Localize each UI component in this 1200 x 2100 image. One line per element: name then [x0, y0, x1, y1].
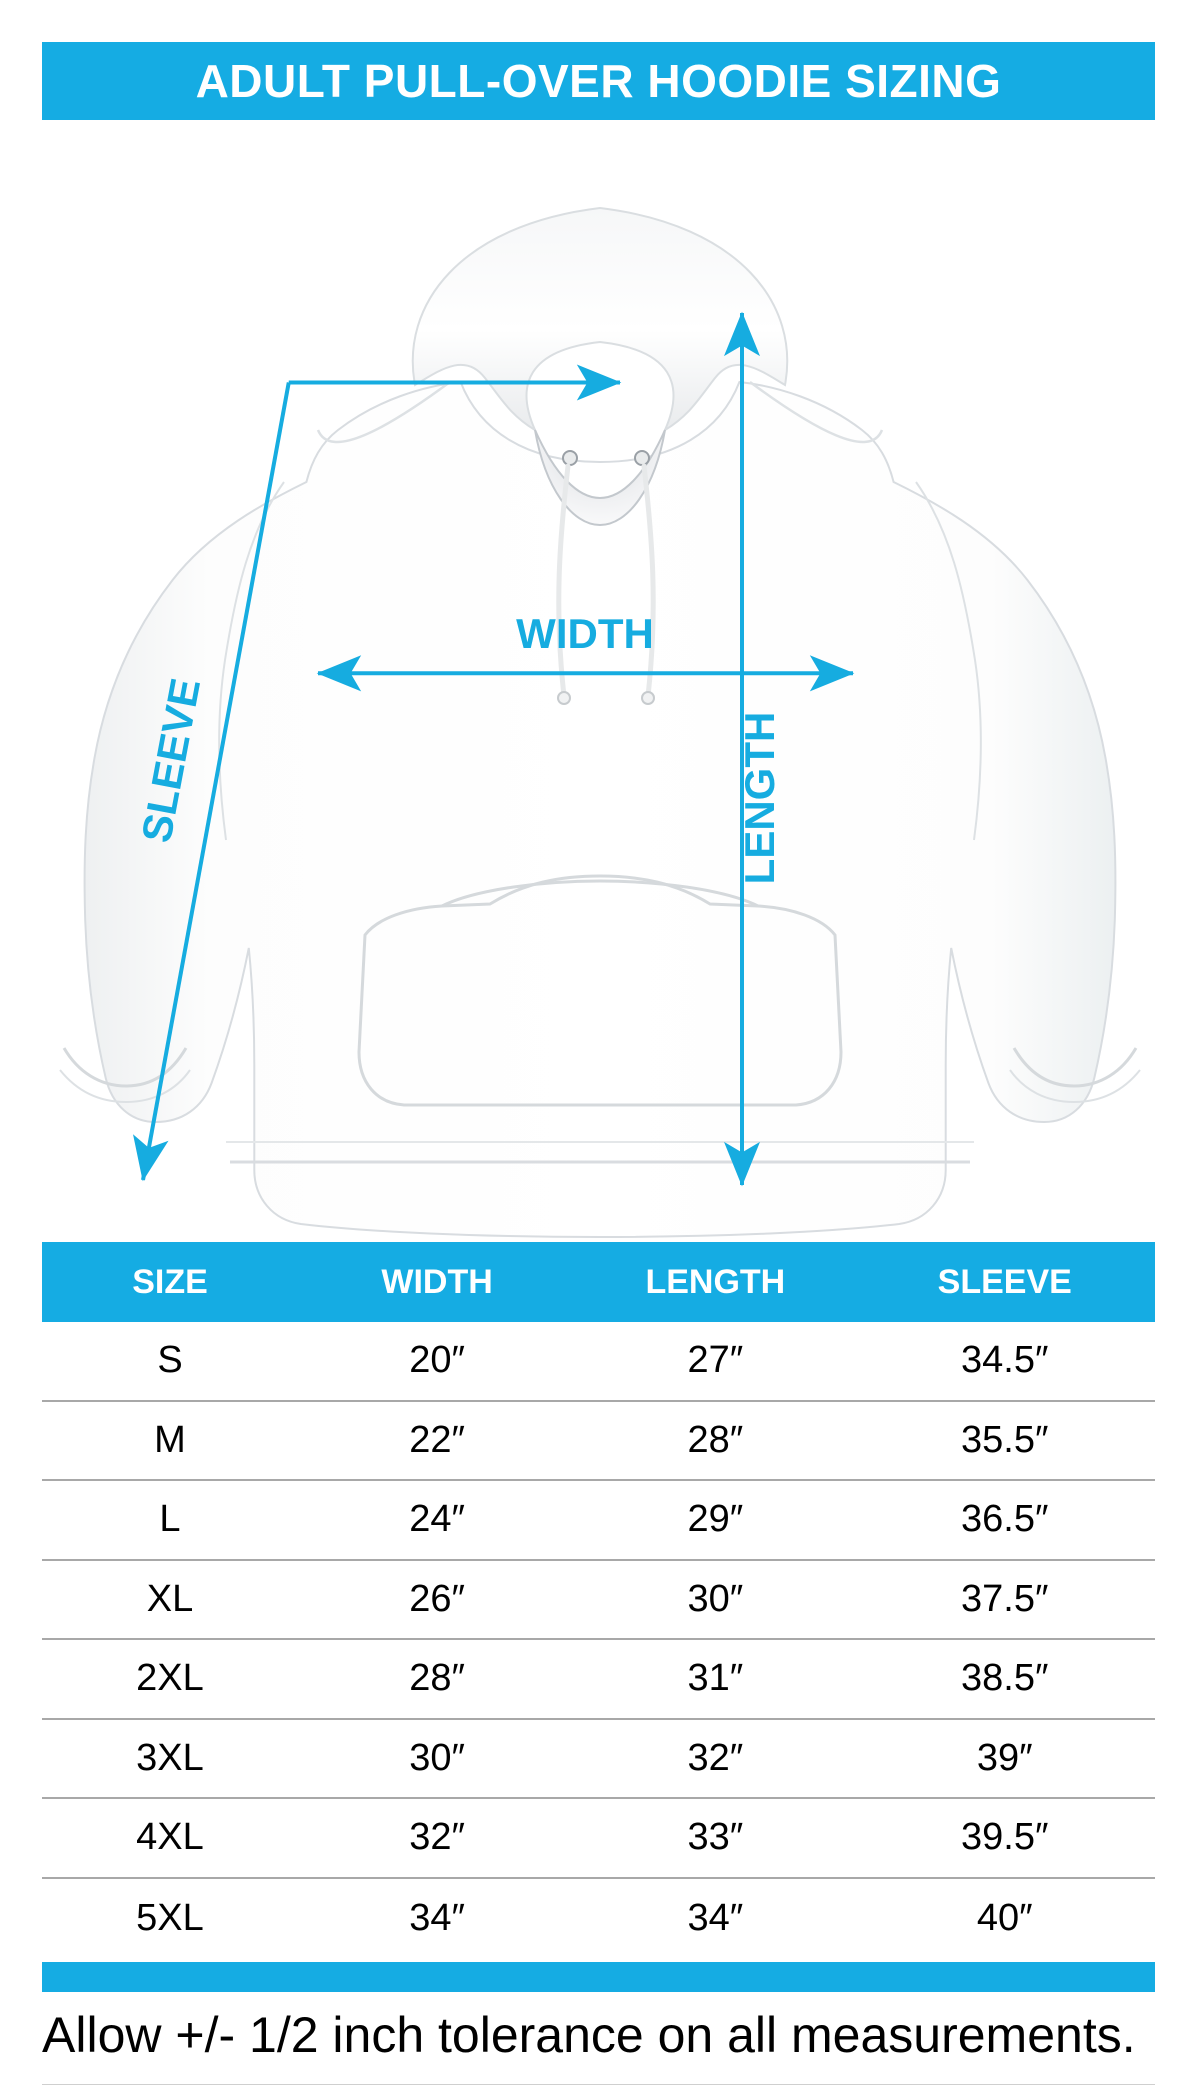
svg-text:SLEEVE: SLEEVE	[132, 675, 209, 847]
svg-text:LENGTH: LENGTH	[736, 712, 783, 885]
svg-text:WIDTH: WIDTH	[516, 610, 654, 657]
